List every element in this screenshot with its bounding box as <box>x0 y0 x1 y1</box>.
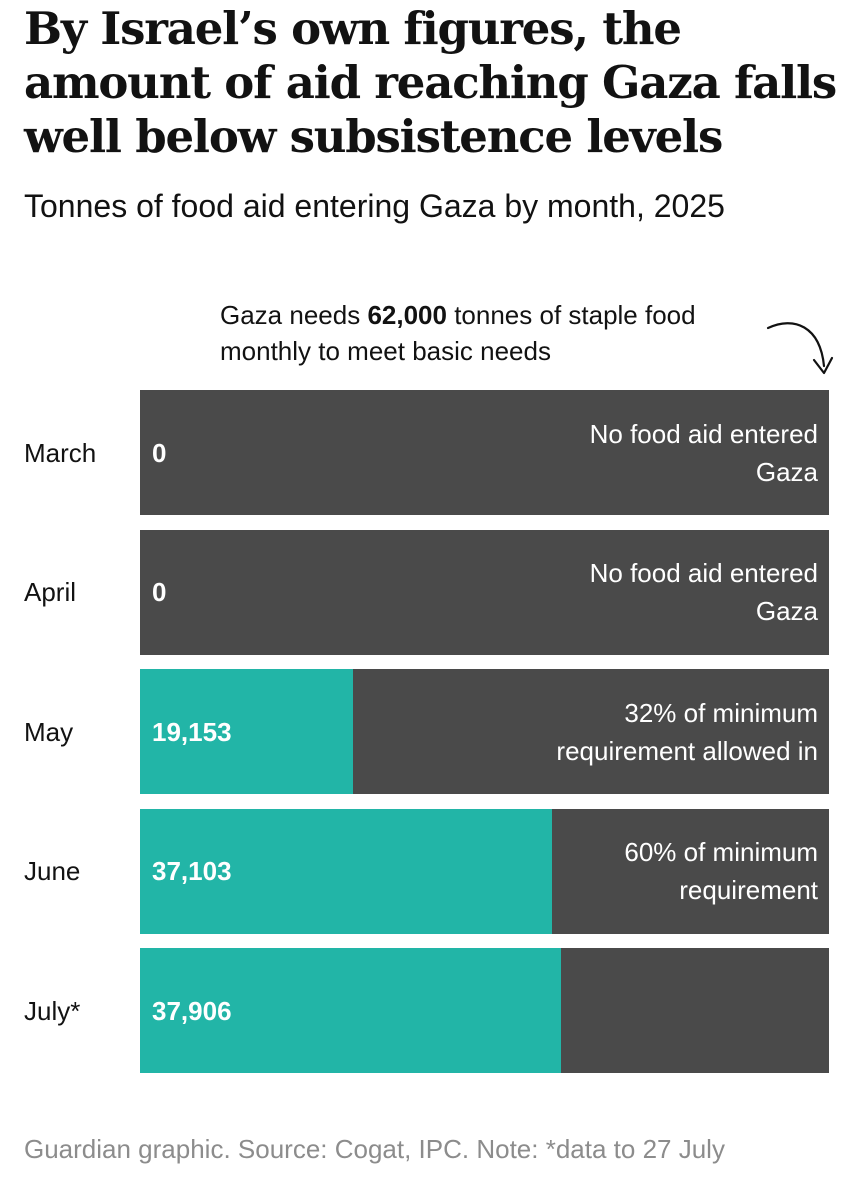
value-label: 37,906 <box>152 995 232 1026</box>
requirement-note-suffix: tonnes of staple food monthly to meet ba… <box>220 300 696 366</box>
month-label: April <box>24 577 77 607</box>
value-label: 19,153 <box>152 716 232 747</box>
shortfall-bar <box>140 529 829 655</box>
source-note: Guardian graphic. Source: Cogat, IPC. No… <box>24 1134 725 1164</box>
month-label: July* <box>24 995 81 1026</box>
requirement-note: Gaza needs 62,000 tonnes of staple food … <box>220 297 780 369</box>
delivered-bar <box>140 808 552 934</box>
delivered-bar <box>140 948 561 1073</box>
chart-subtitle: Tonnes of food aid entering Gaza by mont… <box>24 188 725 224</box>
value-label: 37,103 <box>152 856 232 886</box>
requirement-note-prefix: Gaza needs <box>220 300 368 330</box>
bar-annotation: 32% of minimum requirement allowed in <box>556 697 818 766</box>
requirement-value: 62,000 <box>367 300 447 330</box>
delivered-bar <box>140 669 353 794</box>
shortfall-bar <box>140 390 829 515</box>
bar-annotation: No food aid entered Gaza <box>589 558 818 626</box>
value-label: 0 <box>152 437 167 468</box>
month-label: May <box>24 716 74 747</box>
value-label: 0 <box>152 577 167 607</box>
bar-annotation: No food aid entered Gaza <box>589 418 818 487</box>
curved-arrow-icon <box>766 322 834 375</box>
month-label: March <box>24 437 97 468</box>
month-label: June <box>24 856 81 886</box>
bar-annotation: 60% of minimum requirement <box>624 837 818 905</box>
chart-headline: By Israel’s own figures, the amount of a… <box>24 2 837 163</box>
